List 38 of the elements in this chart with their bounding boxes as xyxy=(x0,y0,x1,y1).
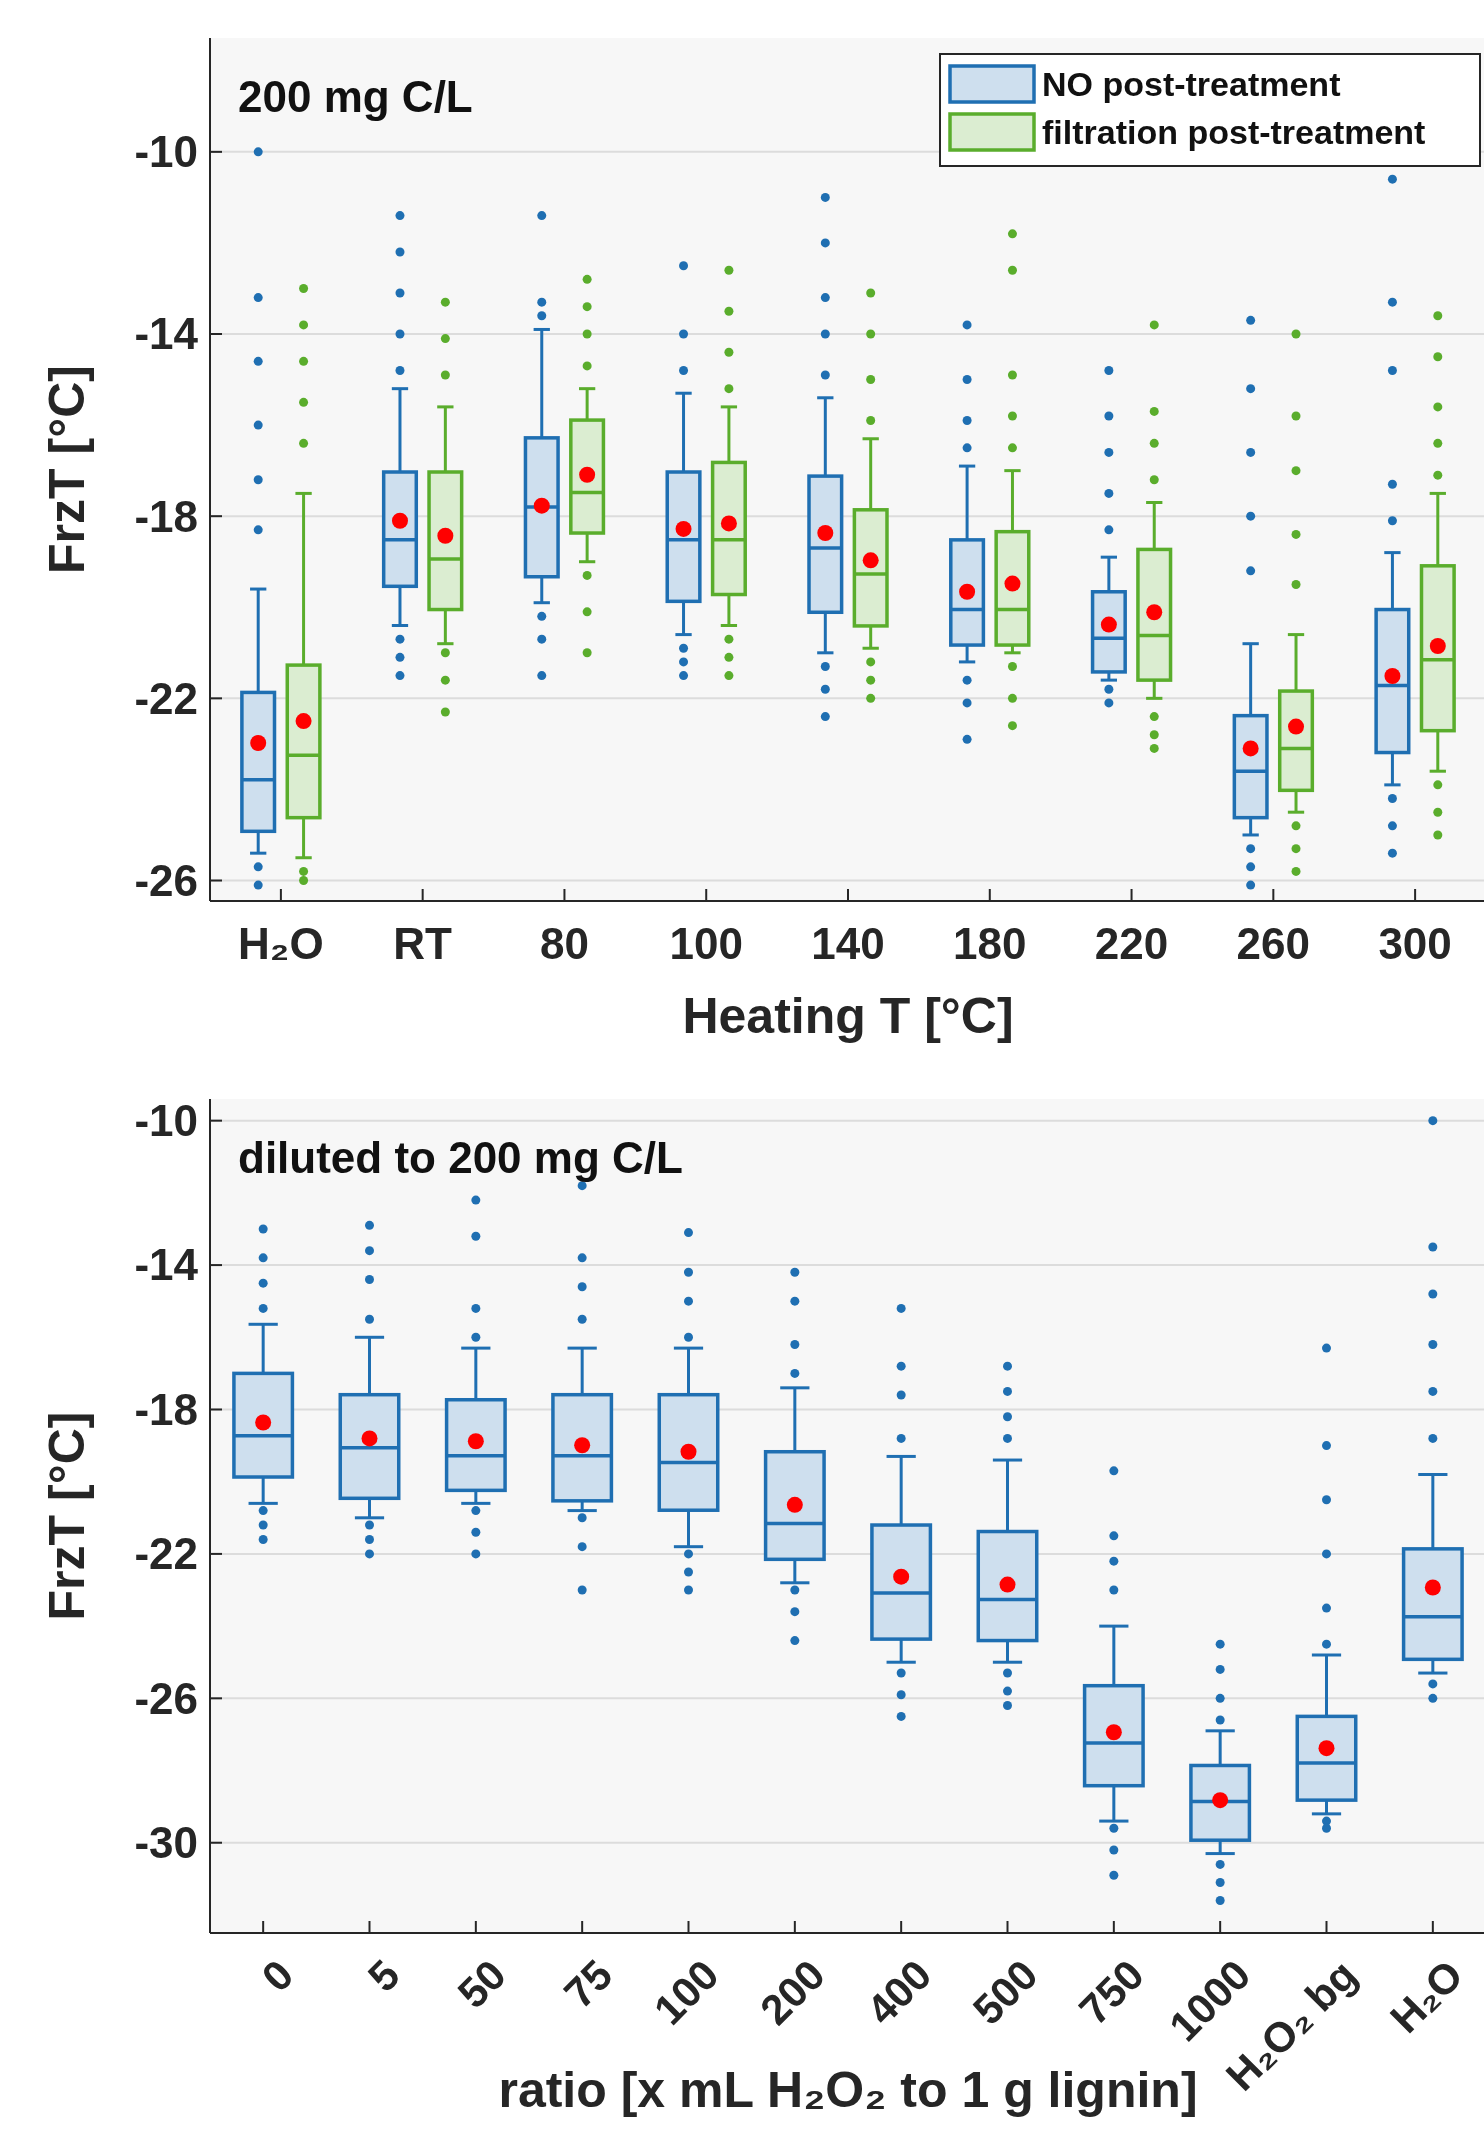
y-tick-label: -22 xyxy=(134,1529,198,1579)
y-axis-title: FrzT [°C] xyxy=(39,1411,95,1621)
y-tick-label: -22 xyxy=(134,673,198,723)
x-tick-label: 100 xyxy=(669,919,743,968)
legend-label: NO post-treatment xyxy=(1042,64,1341,103)
x-tick-label: 180 xyxy=(953,919,1027,968)
x-axis-title: ratio [x mL H₂O₂ to 1 g lignin] xyxy=(498,2062,1198,2118)
y-tick-label: -14 xyxy=(134,309,199,359)
x-tick-label: 75 xyxy=(555,1950,622,2018)
annotation: 200 mg C/L xyxy=(238,72,473,121)
x-tick-label: H₂O xyxy=(1381,1950,1472,2042)
x-tick-label: 260 xyxy=(1236,919,1311,968)
x-tick-label: 80 xyxy=(539,919,589,968)
y-tick-label: -18 xyxy=(134,491,198,541)
x-tick-label: 5 xyxy=(358,1950,409,2001)
x-tick-label: 50 xyxy=(448,1950,515,2018)
y-tick-label: -30 xyxy=(134,1818,198,1868)
x-tick-label: 500 xyxy=(963,1950,1047,2034)
x-tick-label: 100 xyxy=(644,1950,728,2034)
y-tick-label: -10 xyxy=(134,1096,198,1146)
y-axis-title: FrzT [°C] xyxy=(39,365,95,574)
x-tick-label: 400 xyxy=(857,1950,941,2034)
y-tick-label: -26 xyxy=(134,1673,198,1723)
y-tick-label: -26 xyxy=(134,855,198,905)
legend-label: filtration post-treatment xyxy=(1042,112,1426,151)
y-tick-label: -10 xyxy=(134,127,198,177)
x-tick-label: 220 xyxy=(1094,919,1169,968)
y-tick-label: -18 xyxy=(134,1384,198,1434)
y-tick-label: -14 xyxy=(134,1240,199,1290)
x-tick-label: H₂O xyxy=(238,919,324,968)
x-tick-label: 0 xyxy=(252,1950,303,2001)
x-axis-title: Heating T [°C] xyxy=(682,988,1014,1044)
x-tick-label: 140 xyxy=(811,919,885,968)
x-tick-label: 750 xyxy=(1070,1950,1153,2034)
x-tick-label: RT xyxy=(393,919,453,968)
annotation: diluted to 200 mg C/L xyxy=(238,1133,683,1182)
x-tick-label: 300 xyxy=(1378,919,1452,968)
x-tick-label: 200 xyxy=(751,1950,834,2034)
